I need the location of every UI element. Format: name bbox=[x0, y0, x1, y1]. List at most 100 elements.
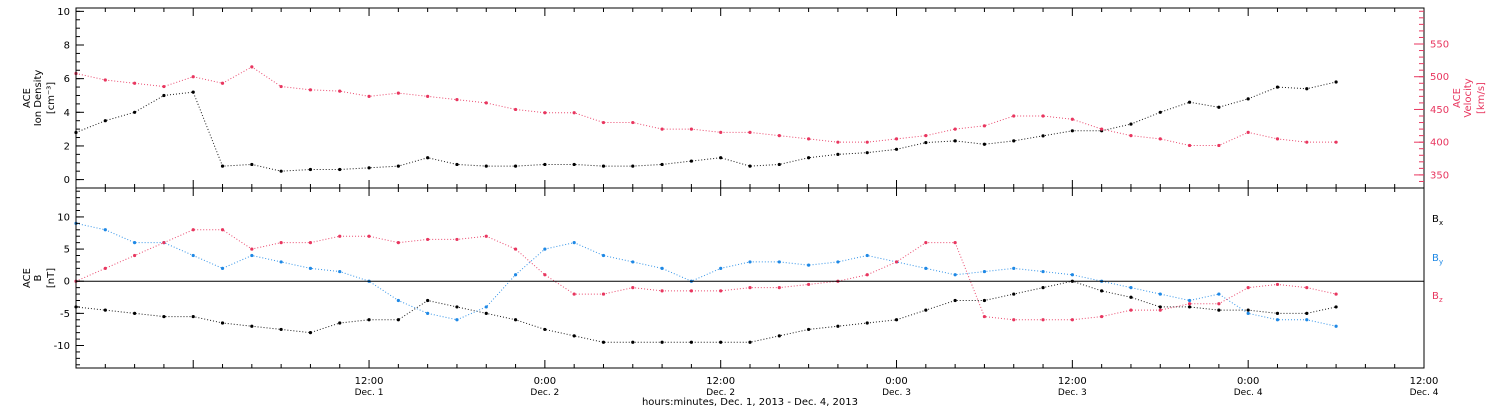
field-y-tick-label: -5 bbox=[60, 309, 70, 320]
bx-point bbox=[1129, 295, 1133, 299]
density-axis-label-line3: [cm⁻³] bbox=[46, 82, 57, 114]
bx-point bbox=[719, 340, 723, 344]
bz-legend-sub: z bbox=[1439, 296, 1443, 304]
velocity-point bbox=[308, 88, 313, 92]
by-point bbox=[396, 298, 400, 303]
bz-point bbox=[894, 260, 899, 264]
bz-point bbox=[1129, 308, 1133, 312]
by-series-line bbox=[75, 222, 1337, 327]
by-point bbox=[777, 260, 781, 264]
bx-point bbox=[660, 340, 664, 344]
ion-density-point bbox=[1129, 122, 1133, 126]
by-point bbox=[1217, 292, 1221, 296]
x-tick-label-time: 12:00 bbox=[706, 376, 735, 387]
ion-density-point bbox=[426, 156, 430, 160]
bz-point bbox=[338, 234, 342, 238]
by-point bbox=[631, 260, 635, 264]
bz-point bbox=[631, 286, 635, 290]
velocity-point bbox=[836, 140, 840, 144]
bx-point bbox=[1041, 286, 1045, 290]
x-tick-label-date: Dec. 4 bbox=[1410, 388, 1439, 398]
bx-point bbox=[513, 318, 518, 322]
bx-point bbox=[220, 321, 225, 325]
bx-point bbox=[191, 314, 195, 319]
bx-point bbox=[426, 298, 430, 303]
by-point bbox=[455, 318, 459, 322]
bx-point bbox=[367, 318, 371, 322]
x-tick-label-date: Dec. 3 bbox=[1058, 388, 1087, 398]
bx-point bbox=[777, 334, 781, 338]
by-point bbox=[982, 269, 987, 274]
bx-point bbox=[338, 321, 342, 325]
ion-density-point bbox=[543, 162, 547, 167]
ion-density-point bbox=[660, 162, 664, 167]
velocity-point bbox=[865, 140, 869, 144]
bz-point bbox=[484, 234, 488, 238]
bz-point bbox=[660, 289, 664, 293]
bz-point bbox=[250, 247, 254, 251]
bz-point bbox=[1275, 282, 1280, 287]
by-point bbox=[308, 266, 313, 270]
bz-point bbox=[279, 241, 283, 245]
ion-density-point bbox=[777, 162, 781, 167]
velocity-point bbox=[982, 124, 987, 128]
bz-point bbox=[543, 273, 547, 277]
by-point bbox=[1012, 266, 1016, 270]
velocity-point bbox=[1187, 143, 1192, 148]
bx-point bbox=[572, 334, 576, 338]
bx-point bbox=[133, 311, 137, 315]
bz-point bbox=[1041, 318, 1045, 322]
by-point bbox=[1246, 311, 1250, 315]
bz-legend: B z bbox=[1432, 291, 1443, 304]
bx-point bbox=[279, 327, 283, 332]
ion-density-point bbox=[1246, 97, 1250, 101]
x-tick-label-date: Dec. 4 bbox=[1234, 388, 1263, 398]
ion-density-point bbox=[133, 110, 137, 114]
velocity-point bbox=[924, 134, 928, 138]
density-y-tick-label: 0 bbox=[64, 175, 70, 186]
bz-point bbox=[1070, 318, 1074, 322]
ion-density-point bbox=[601, 164, 606, 168]
by-point bbox=[807, 263, 811, 267]
velocity-point bbox=[484, 101, 488, 105]
bz-point bbox=[162, 241, 166, 245]
by-legend-sub: y bbox=[1439, 258, 1443, 266]
field-y-tick-label: 0 bbox=[64, 277, 70, 288]
bz-point bbox=[513, 247, 518, 251]
density-y-tick-label: 2 bbox=[64, 141, 70, 152]
velocity-point bbox=[513, 107, 518, 112]
velocity-point bbox=[631, 120, 635, 125]
bz-point bbox=[1187, 302, 1192, 306]
bz-point bbox=[748, 286, 752, 290]
by-point bbox=[1129, 286, 1133, 290]
velocity-point bbox=[396, 91, 400, 95]
field-axis-label-line3: [nT] bbox=[46, 268, 57, 288]
bx-point bbox=[836, 324, 840, 328]
velocity-point bbox=[719, 130, 723, 134]
bx-point bbox=[308, 331, 313, 335]
bz-point bbox=[601, 292, 606, 296]
bx-point bbox=[1246, 308, 1250, 312]
density-y-tick-label: 6 bbox=[64, 74, 70, 85]
ion-density-point bbox=[162, 93, 166, 98]
by-point bbox=[426, 311, 430, 315]
ion-density-point bbox=[455, 162, 459, 167]
velocity-point bbox=[367, 94, 371, 98]
field-y-tick-label: -10 bbox=[54, 341, 70, 352]
bx-point bbox=[631, 340, 635, 344]
bz-point bbox=[982, 314, 987, 319]
x-tick-label-date: Dec. 2 bbox=[530, 388, 559, 398]
bx-point bbox=[601, 340, 606, 344]
field-y-tick-label: 5 bbox=[64, 245, 70, 256]
ion-density-point bbox=[1334, 80, 1338, 84]
by-point bbox=[719, 266, 723, 270]
by-point bbox=[338, 269, 342, 274]
velocity-point bbox=[894, 137, 899, 141]
ion-density-point bbox=[1275, 85, 1280, 89]
by-point bbox=[601, 253, 606, 258]
velocity-point bbox=[572, 111, 576, 115]
bx-point bbox=[982, 298, 987, 303]
ion-density-point bbox=[1217, 105, 1221, 109]
by-point bbox=[279, 260, 283, 264]
